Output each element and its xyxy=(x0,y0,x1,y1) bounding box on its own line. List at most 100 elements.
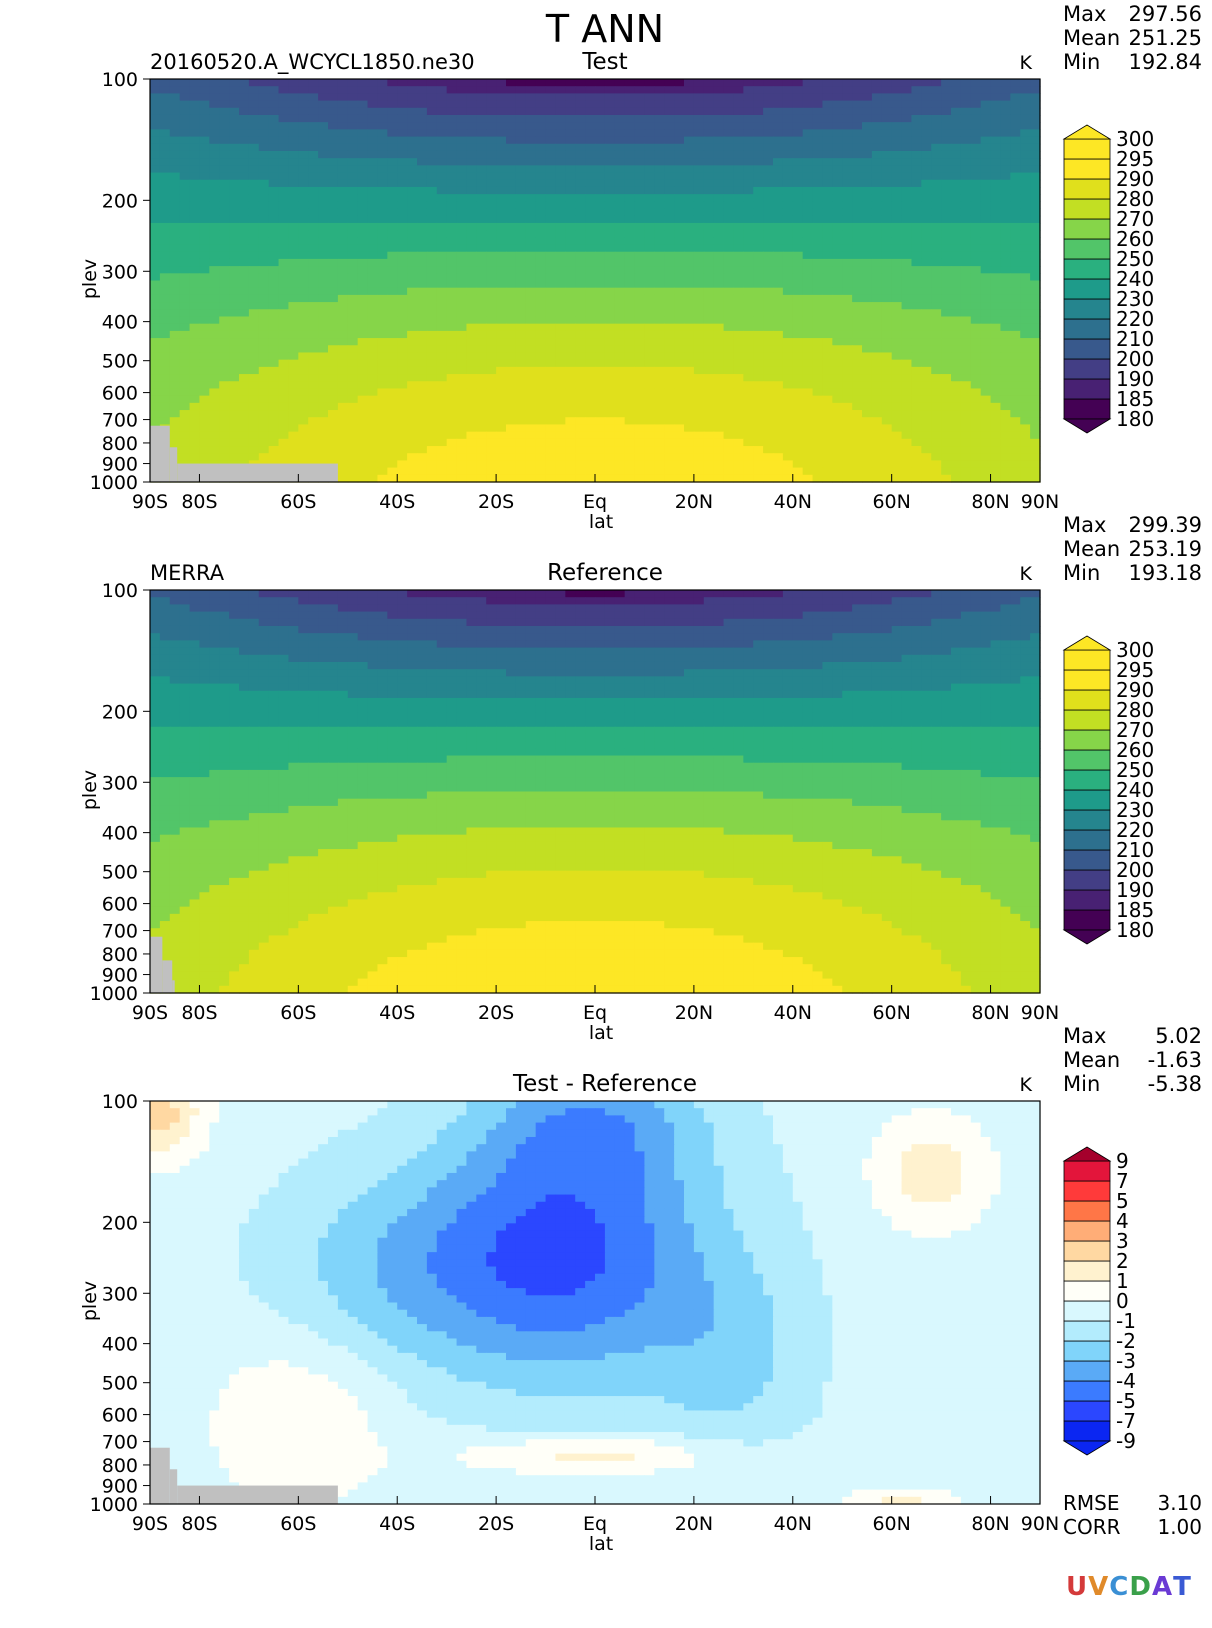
field-cell xyxy=(575,374,586,382)
field-cell xyxy=(496,194,507,202)
field-cell xyxy=(436,338,448,346)
field-cell xyxy=(337,345,349,354)
field-cell xyxy=(1030,402,1041,411)
field-cell xyxy=(456,93,468,102)
field-cell xyxy=(703,345,715,354)
field-cell xyxy=(278,122,290,130)
field-cell xyxy=(209,86,220,94)
field-cell xyxy=(624,402,636,411)
field-cell xyxy=(842,402,853,411)
field-cell xyxy=(337,215,349,224)
field-cell xyxy=(743,244,754,253)
field-cell xyxy=(921,86,932,94)
field-cell xyxy=(515,345,527,354)
field-cell xyxy=(881,136,893,145)
field-cell xyxy=(565,316,576,325)
field-cell xyxy=(802,345,814,354)
field-cell xyxy=(654,460,665,469)
field-cell xyxy=(535,93,547,102)
field-cell xyxy=(328,388,339,397)
field-cell xyxy=(298,424,309,433)
field-cell xyxy=(506,258,517,267)
field-cell xyxy=(901,323,913,332)
field-cell xyxy=(278,388,290,397)
field-cell xyxy=(179,446,191,454)
field-cell xyxy=(476,309,487,318)
field-cell xyxy=(476,258,487,267)
field-cell xyxy=(347,194,359,202)
field-cell xyxy=(397,294,408,303)
field-cell xyxy=(723,323,735,332)
field-cell xyxy=(229,345,240,354)
field-cell xyxy=(377,93,388,102)
field-cell xyxy=(387,143,398,152)
field-cell xyxy=(951,359,962,368)
field-cell xyxy=(446,280,458,289)
field-cell xyxy=(179,93,191,102)
field-cell xyxy=(723,345,735,354)
field-cell xyxy=(258,222,270,231)
field-cell xyxy=(921,417,932,426)
field-cell xyxy=(506,86,517,94)
field-cell xyxy=(199,294,210,303)
field-cell xyxy=(189,338,201,346)
field-cell xyxy=(664,194,675,202)
field-cell xyxy=(763,323,774,332)
field-cell xyxy=(1020,100,1031,109)
field-cell xyxy=(733,194,744,202)
field-cell xyxy=(1000,222,1011,231)
field-cell xyxy=(219,230,230,238)
field-cell xyxy=(604,194,616,202)
field-cell xyxy=(308,143,319,152)
field-cell xyxy=(941,323,952,332)
field-cell xyxy=(713,309,725,318)
field-cell xyxy=(426,388,438,397)
field-cell xyxy=(506,280,517,289)
field-cell xyxy=(604,237,616,246)
field-cell xyxy=(684,222,695,231)
field-cell xyxy=(684,309,695,318)
field-cell xyxy=(614,402,626,411)
field-cell xyxy=(733,93,744,102)
field-cell xyxy=(1000,208,1011,217)
field-cell xyxy=(595,302,606,310)
field-cell xyxy=(229,453,240,462)
field-cell xyxy=(436,374,448,382)
field-cell xyxy=(842,410,853,418)
field-cell xyxy=(664,381,675,390)
field-cell xyxy=(1000,330,1011,339)
field-cell xyxy=(1030,79,1041,87)
field-cell xyxy=(911,338,922,346)
field-cell xyxy=(990,366,1002,375)
field-cell xyxy=(980,237,992,246)
field-cell xyxy=(229,165,240,174)
field-cell xyxy=(288,395,299,404)
field-cell xyxy=(545,107,557,116)
field-cell xyxy=(189,266,201,274)
field-cell xyxy=(555,388,566,397)
field-cell xyxy=(634,222,646,231)
field-cell xyxy=(496,446,507,454)
field-cell xyxy=(980,280,992,289)
field-cell xyxy=(357,402,369,411)
field-cell xyxy=(980,186,992,195)
field-cell xyxy=(159,201,171,210)
field-cell xyxy=(822,165,833,174)
field-cell xyxy=(684,424,695,433)
field-cell xyxy=(743,266,754,274)
field-cell xyxy=(278,446,290,454)
field-cell xyxy=(466,374,477,382)
field-cell xyxy=(733,201,744,210)
field-cell xyxy=(782,136,794,145)
field-cell xyxy=(604,93,616,102)
field-cell xyxy=(268,114,280,123)
field-cell xyxy=(585,266,596,274)
field-cell xyxy=(941,374,952,382)
field-cell xyxy=(634,453,646,462)
field-cell xyxy=(179,330,191,339)
field-cell xyxy=(328,431,339,440)
field-cell xyxy=(684,438,695,447)
field-cell xyxy=(229,208,240,217)
field-cell xyxy=(654,266,665,274)
field-cell xyxy=(496,165,507,174)
